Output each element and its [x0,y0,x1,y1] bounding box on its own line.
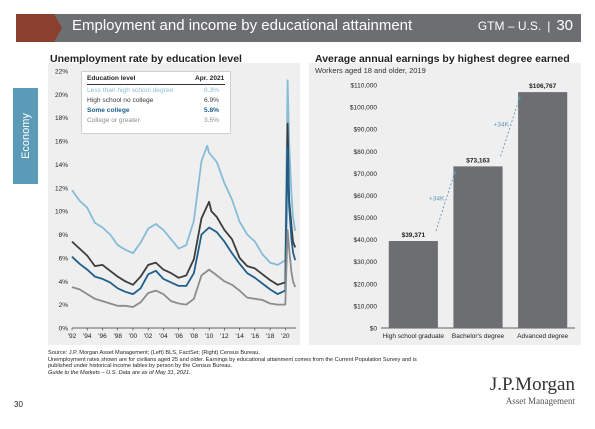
x-tick-label: '10 [205,333,214,340]
section-tab-economy[interactable]: Economy [13,88,38,184]
series-line-some-college [71,147,297,295]
legend-header: Education level Apr. 2021 [87,75,225,85]
jpmorgan-logo: J.P.Morgan [489,374,575,395]
y-tick-label: 20% [55,92,68,99]
x-tick-label: '16 [251,333,260,340]
series-line-college-or-greater [71,229,297,308]
footnote-line: Guide to the Markets – U.S. Data are as … [48,369,191,376]
x-tick-label: '06 [174,333,183,340]
legend-row: College or greater 3.5% [87,117,225,126]
legend-value: 3.5% [204,117,220,124]
y-tick-label: $100,000 [350,105,377,112]
guide-label: GTM – U.S. [477,19,542,33]
header-chevron-icon [16,14,62,42]
legend-header-value: Apr. 2021 [195,75,225,82]
change-annotation: +34K [494,121,510,128]
y-tick-label: $60,000 [354,193,378,200]
chart-legend: Education level Apr. 2021 Less than high… [81,71,231,134]
bar [518,92,568,328]
change-arrow-head [517,96,521,101]
x-tick-label: '08 [190,333,199,340]
x-tick-label: '04 [159,333,168,340]
y-tick-label: $10,000 [354,303,378,310]
y-tick-label: $50,000 [354,215,378,222]
y-tick-label: $110,000 [350,83,377,90]
bar-value-label: $73,163 [466,157,490,164]
page-title: Employment and income by educational att… [72,17,413,34]
legend-label: Less than high school degree [87,87,174,94]
legend-row: Less than high school degree 8.3% [87,87,225,96]
header-bar [16,14,581,42]
x-tick-label: '14 [235,333,244,340]
footnote-line: published under historical income tables… [48,363,233,370]
y-tick-label: 4% [59,279,69,286]
x-category-label: Bachelor's degree [452,333,505,340]
change-arrow-head [452,170,456,175]
y-tick-label: $40,000 [354,237,378,244]
x-tick-label: '98 [113,333,122,340]
x-tick-label: '02 [144,333,153,340]
legend-label: College or greater [87,117,140,124]
earnings-chart-title: Average annual earnings by highest degre… [315,53,570,65]
y-tick-label: $0 [370,326,378,333]
footnote-line: Unemployment rates shown are for civilia… [48,356,417,363]
x-category-label: High school graduate [383,333,445,340]
legend-value: 8.3% [204,87,220,94]
bar-value-label: $106,767 [529,83,556,90]
y-tick-label: 16% [55,139,68,146]
earnings-chart-subtitle: Workers aged 18 and older, 2019 [315,66,426,75]
x-tick-label: '18 [266,333,275,340]
y-tick-label: 12% [55,185,68,192]
y-tick-label: $30,000 [354,259,378,266]
header-page-number: 30 [556,17,573,34]
section-tab-label: Economy [19,113,32,159]
change-annotation: +34K [429,196,445,203]
y-tick-label: 8% [59,232,69,239]
footnote-line: Source: J.P. Morgan Asset Management; (L… [48,350,260,356]
x-tick-label: '00 [129,333,138,340]
x-tick-label: '92 [68,333,77,340]
series-line-less-than-high-school-degree [71,79,297,266]
legend-label: Some college [87,107,130,114]
legend-row: High school no college 6.9% [87,97,225,106]
y-tick-label: 0% [59,326,69,333]
legend-value: 5.8% [204,107,220,114]
logo-subtitle: Asset Management [505,396,575,406]
y-tick-label: 14% [55,162,68,169]
change-arrow-line [435,170,456,232]
x-category-label: Advanced degree [517,333,568,340]
bar [388,241,438,328]
bar-value-label: $39,371 [402,232,426,239]
y-tick-label: $20,000 [354,281,378,288]
footnotes: Source: J.P. Morgan Asset Management; (L… [48,350,488,376]
x-tick-label: '94 [83,333,92,340]
legend-label: High school no college [87,97,154,104]
y-tick-label: 22% [55,69,68,76]
y-tick-label: 6% [59,255,69,262]
y-tick-label: $90,000 [354,127,378,134]
x-tick-label: '20 [281,333,290,340]
header-guide: GTM – U.S. | 30 [478,17,573,34]
y-tick-label: $70,000 [354,171,378,178]
series-line-high-school-no-college [71,122,297,286]
change-arrow-line [500,96,521,157]
unemployment-chart-title: Unemployment rate by education level [50,53,242,65]
y-tick-label: 18% [55,115,68,122]
y-tick-label: 10% [55,209,68,216]
earnings-bar-chart: $0 $10,000 $20,000 $30,000 $40,000 $50,000 $60… [350,83,575,340]
unemployment-line-chart: 0% 2% 4% 6% 8% 10% 12% 14% 16% 18% 20% 22% '92 '94 '96… [55,69,297,340]
bar [453,166,503,328]
x-tick-label: '96 [98,333,107,340]
x-tick-label: '12 [220,333,229,340]
y-tick-label: 2% [59,302,69,309]
y-tick-label: $80,000 [354,149,378,156]
legend-row: Some college 5.8% [87,107,225,116]
legend-header-label: Education level [87,75,136,82]
header-separator: | [547,19,551,33]
page-number: 30 [14,400,23,409]
legend-value: 6.9% [204,97,220,104]
